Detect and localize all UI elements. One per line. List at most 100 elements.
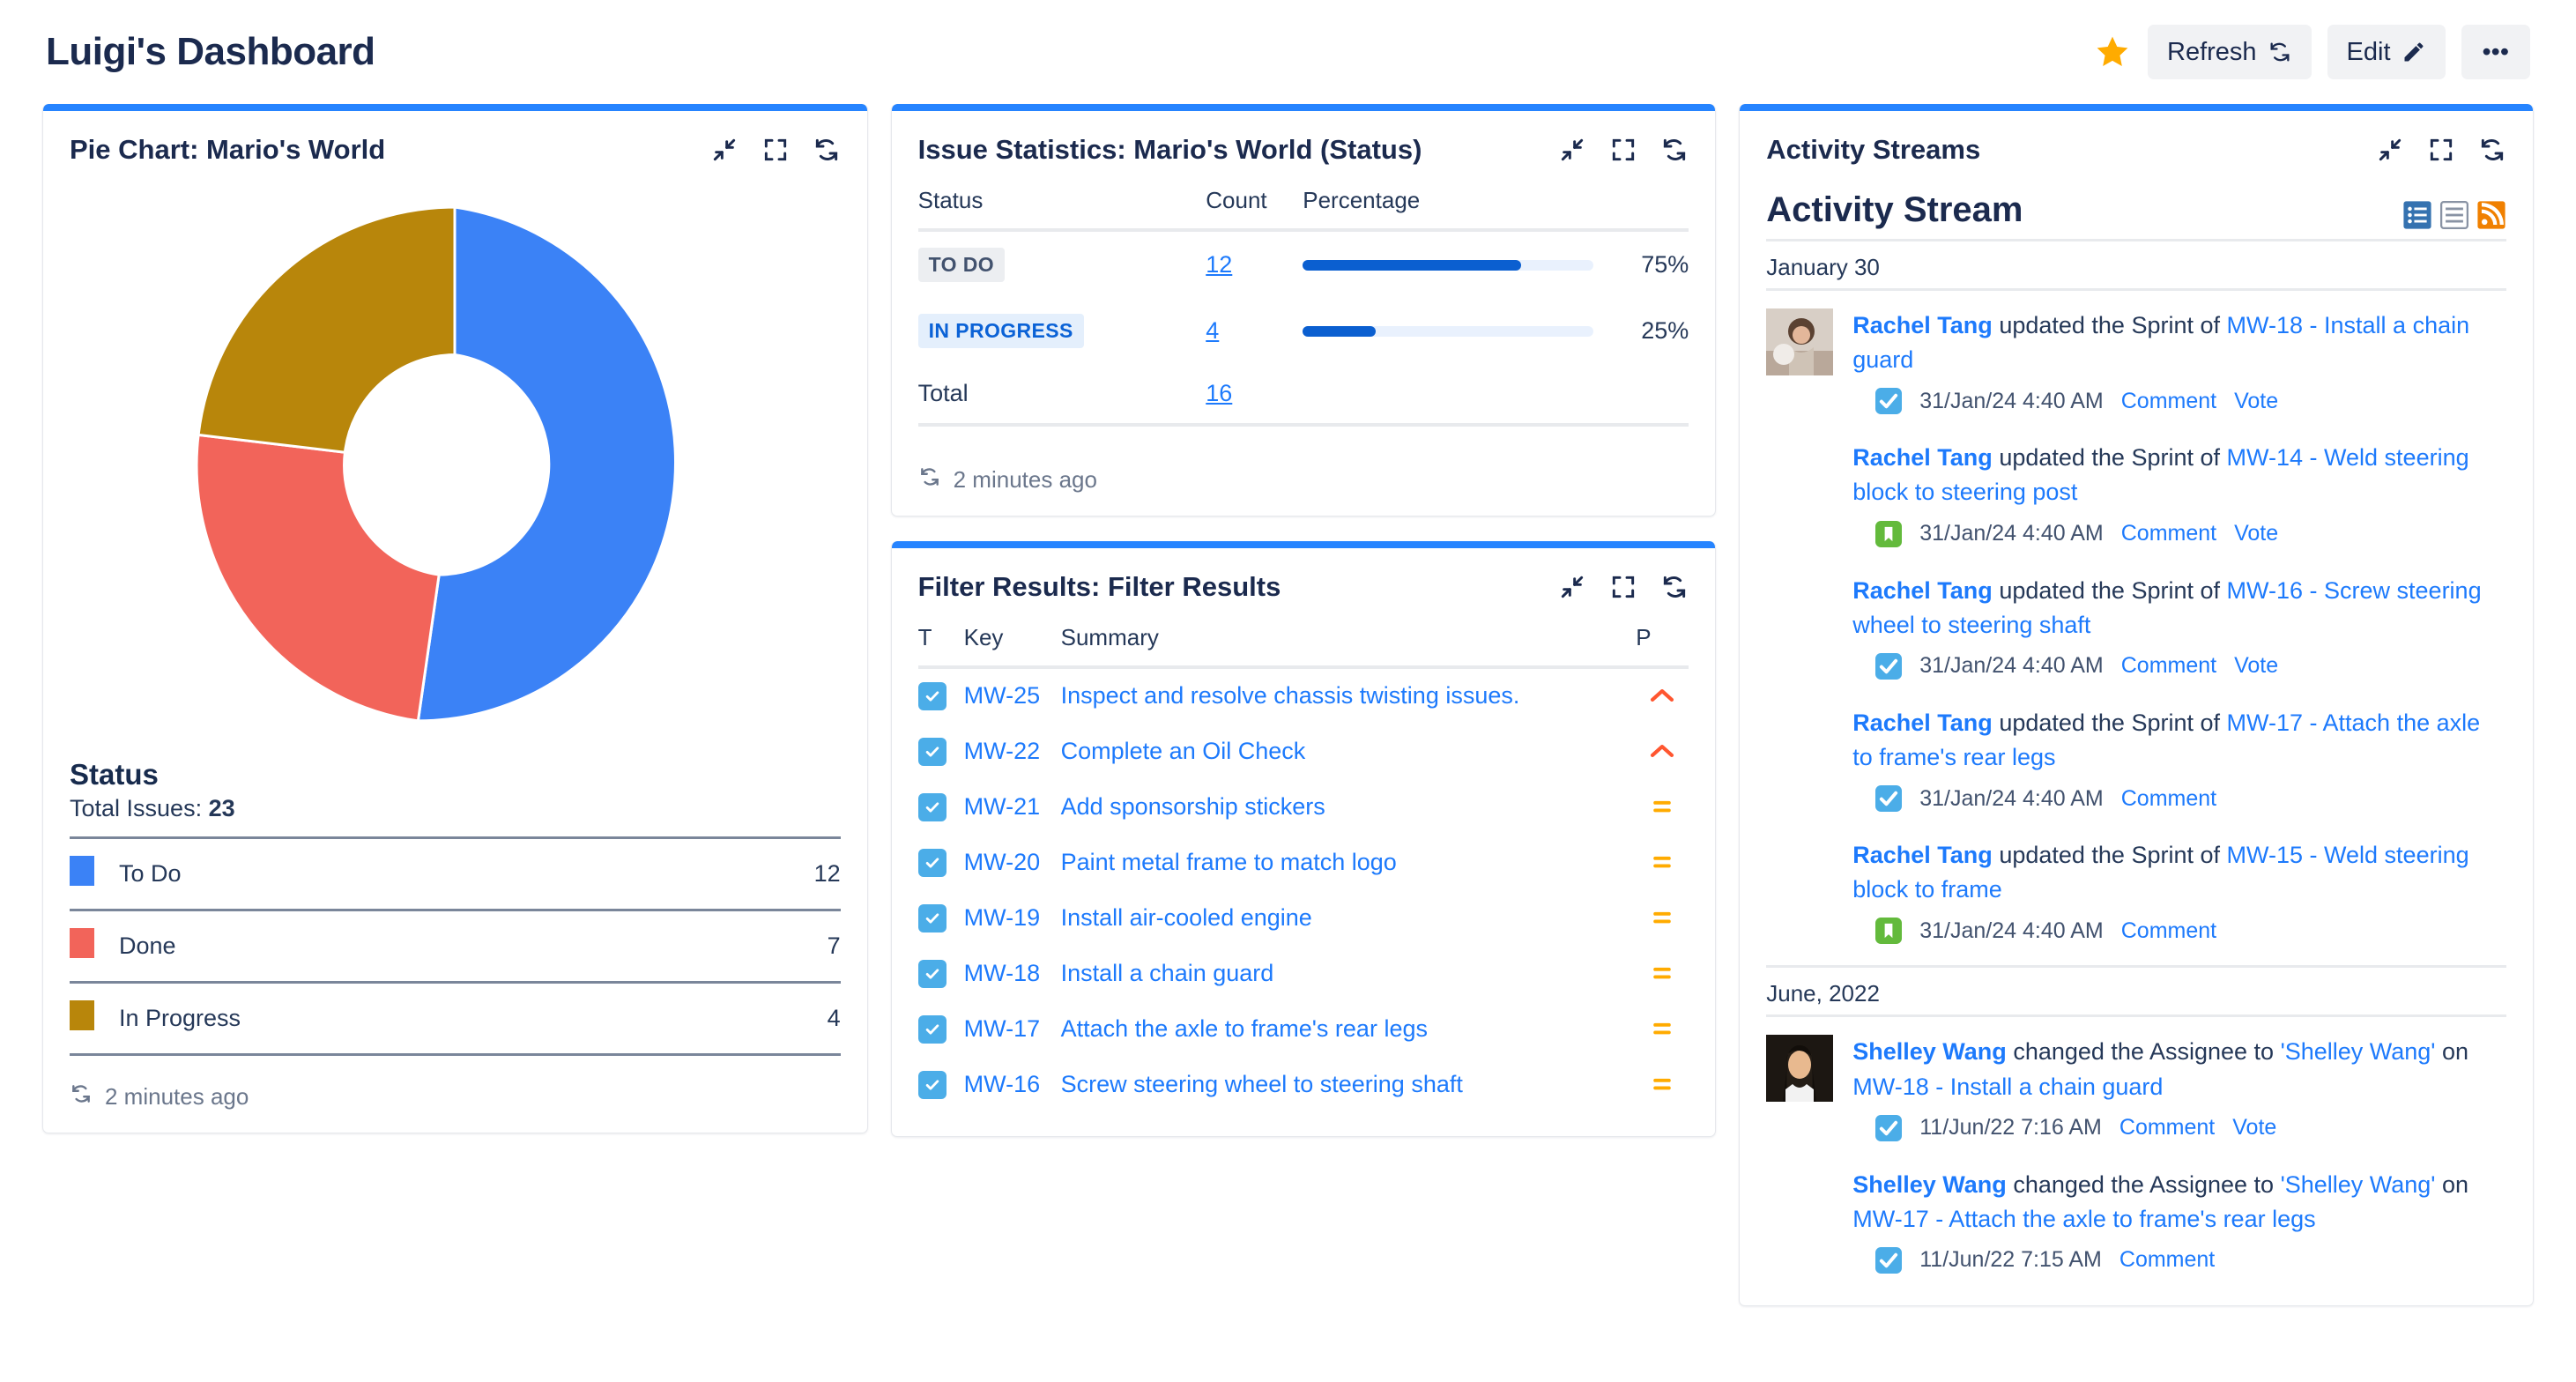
maximize-icon[interactable] (1609, 573, 1637, 601)
edit-button[interactable]: Edit (2327, 25, 2446, 79)
issue-key-link[interactable]: MW-22 (963, 738, 1041, 764)
activity-assignee-link[interactable]: 'Shelley Wang' (2280, 1038, 2436, 1066)
comment-link[interactable]: Comment (2119, 1115, 2216, 1141)
issue-summary-link[interactable]: Complete an Oil Check (1060, 738, 1306, 764)
activity-target-link[interactable]: MW-14 - Weld steering block to steering … (1852, 444, 2469, 506)
issue-summary-link[interactable]: Add sponsorship stickers (1060, 793, 1325, 820)
issue-summary-link[interactable]: Inspect and resolve chassis twisting iss… (1060, 682, 1520, 709)
priority-cell (1636, 836, 1689, 891)
activity-entry-meta: 31/Jan/24 4:40 AM Comment (1852, 907, 2506, 947)
table-row[interactable]: MW-21 Add sponsorship stickers (917, 780, 1689, 836)
collapse-icon[interactable] (710, 136, 739, 164)
pie-slice-in-progress[interactable] (197, 205, 457, 454)
comment-link[interactable]: Comment (2120, 918, 2217, 943)
issue-summary-cell: Inspect and resolve chassis twisting iss… (1061, 667, 1637, 724)
table-row[interactable]: MW-18 Install a chain guard (917, 947, 1689, 1002)
issue-key-link[interactable]: MW-25 (963, 682, 1041, 709)
pie-chart-graphic[interactable] (43, 178, 867, 746)
issue-summary-link[interactable]: Install air-cooled engine (1060, 904, 1312, 931)
priority-medium-icon (1653, 967, 1672, 979)
activity-assignee-link[interactable]: 'Shelley Wang' (2280, 1170, 2436, 1198)
table-row[interactable]: In Progress 4 (70, 982, 841, 1055)
task-check-icon (1875, 652, 1903, 680)
table-row[interactable]: IN PROGRESS 4 25% (917, 298, 1689, 364)
activity-streams-panel: Activity Streams (1739, 104, 2534, 1306)
table-row[interactable]: MW-16 Screw steering wheel to steering s… (917, 1058, 1689, 1113)
refresh-icon[interactable] (1660, 136, 1689, 164)
activity-actor-link[interactable]: Shelley Wang (1852, 1038, 2007, 1066)
table-row[interactable]: To Do 12 (70, 837, 841, 910)
comment-link[interactable]: Comment (2120, 653, 2217, 679)
table-row[interactable]: MW-22 Complete an Oil Check (917, 724, 1689, 780)
avatar[interactable] (1766, 308, 1834, 375)
task-check-icon (917, 849, 947, 877)
activity-actor-link[interactable]: Rachel Tang (1852, 709, 1993, 736)
avatar[interactable] (1766, 1035, 1834, 1103)
filter-results-body: T Key Summary P (892, 624, 1716, 1136)
maximize-icon[interactable] (2427, 136, 2455, 164)
list-view-icon[interactable] (2402, 200, 2432, 230)
refresh-button[interactable]: Refresh (2148, 25, 2312, 79)
issue-key-link[interactable]: MW-20 (963, 849, 1041, 875)
activity-streams-panel-tools (2376, 136, 2506, 164)
maximize-icon[interactable] (761, 136, 790, 164)
refresh-icon[interactable] (813, 136, 841, 164)
table-row[interactable]: Done 7 (70, 910, 841, 983)
refresh-icon[interactable] (70, 1082, 93, 1111)
issue-key-link[interactable]: MW-21 (963, 793, 1041, 820)
issue-summary-link[interactable]: Attach the axle to frame's rear legs (1060, 1015, 1428, 1042)
refresh-icon[interactable] (918, 465, 941, 494)
activity-target-link[interactable]: MW-15 - Weld steering block to frame (1852, 842, 2469, 903)
comment-link[interactable]: Comment (2120, 388, 2217, 413)
detail-view-icon[interactable] (2439, 200, 2469, 230)
vote-link[interactable]: Vote (2232, 1115, 2277, 1141)
count-link[interactable]: 4 (1206, 317, 1220, 344)
table-row[interactable]: MW-17 Attach the axle to frame's rear le… (917, 1002, 1689, 1058)
count-link[interactable]: 12 (1206, 251, 1233, 278)
activity-target-link[interactable]: MW-17 - Attach the axle to frame's rear … (1852, 1205, 2316, 1232)
issue-summary-link[interactable]: Screw steering wheel to steering shaft (1060, 1071, 1463, 1097)
pie-slice-done[interactable] (195, 433, 442, 723)
comment-link[interactable]: Comment (2120, 521, 2217, 546)
activity-actor-link[interactable]: Rachel Tang (1852, 312, 1993, 338)
comment-link[interactable]: Comment (2119, 1247, 2216, 1273)
comment-link[interactable]: Comment (2120, 785, 2217, 811)
star-icon[interactable] (2093, 33, 2132, 71)
activity-target-link[interactable]: MW-17 - Attach the axle to frame's rear … (1852, 709, 2481, 770)
activity-target-link[interactable]: MW-18 - Install a chain guard (1852, 1073, 2164, 1100)
priority-cell (1636, 1058, 1689, 1113)
activity-actor-link[interactable]: Rachel Tang (1852, 576, 1993, 604)
table-row[interactable]: TO DO 12 75% (917, 230, 1689, 298)
vote-link[interactable]: Vote (2234, 653, 2279, 679)
activity-entry-text: Rachel Tang updated the Sprint of MW-16 … (1852, 574, 2506, 643)
more-options-button[interactable]: ••• (2461, 25, 2530, 79)
activity-actor-link[interactable]: Rachel Tang (1852, 444, 1993, 472)
refresh-icon[interactable] (1660, 573, 1689, 601)
issue-key-link[interactable]: MW-18 (963, 960, 1041, 986)
rss-feed-icon[interactable] (2476, 200, 2506, 230)
table-row[interactable]: MW-19 Install air-cooled engine (917, 891, 1689, 947)
vote-link[interactable]: Vote (2234, 388, 2279, 413)
maximize-icon[interactable] (1609, 136, 1637, 164)
pie-slice-to-do[interactable] (416, 205, 678, 723)
activity-actor-link[interactable]: Shelley Wang (1852, 1170, 2007, 1198)
activity-actor-link[interactable]: Rachel Tang (1852, 842, 1993, 869)
issue-key-link[interactable]: MW-16 (963, 1071, 1041, 1097)
priority-medium-icon (1653, 1078, 1672, 1090)
issue-summary-link[interactable]: Install a chain guard (1060, 960, 1274, 986)
vote-link[interactable]: Vote (2234, 521, 2279, 546)
table-row[interactable]: MW-25 Inspect and resolve chassis twisti… (917, 667, 1689, 724)
activity-entry-meta: 31/Jan/24 4:40 AM Comment Vote (1852, 510, 2506, 551)
legend-swatch-cell (70, 983, 119, 1055)
activity-target-link[interactable]: MW-18 - Install a chain guard (1852, 312, 2470, 374)
collapse-icon[interactable] (1558, 136, 1586, 164)
refresh-icon[interactable] (2478, 136, 2506, 164)
issue-summary-link[interactable]: Paint metal frame to match logo (1060, 849, 1397, 875)
total-count-link[interactable]: 16 (1206, 380, 1233, 406)
issue-key-link[interactable]: MW-17 (963, 1015, 1041, 1042)
issue-key-link[interactable]: MW-19 (963, 904, 1041, 931)
collapse-icon[interactable] (1558, 573, 1586, 601)
table-row[interactable]: MW-20 Paint metal frame to match logo (917, 836, 1689, 891)
collapse-icon[interactable] (2376, 136, 2404, 164)
activity-target-link[interactable]: MW-16 - Screw steering wheel to steering… (1852, 576, 2482, 638)
